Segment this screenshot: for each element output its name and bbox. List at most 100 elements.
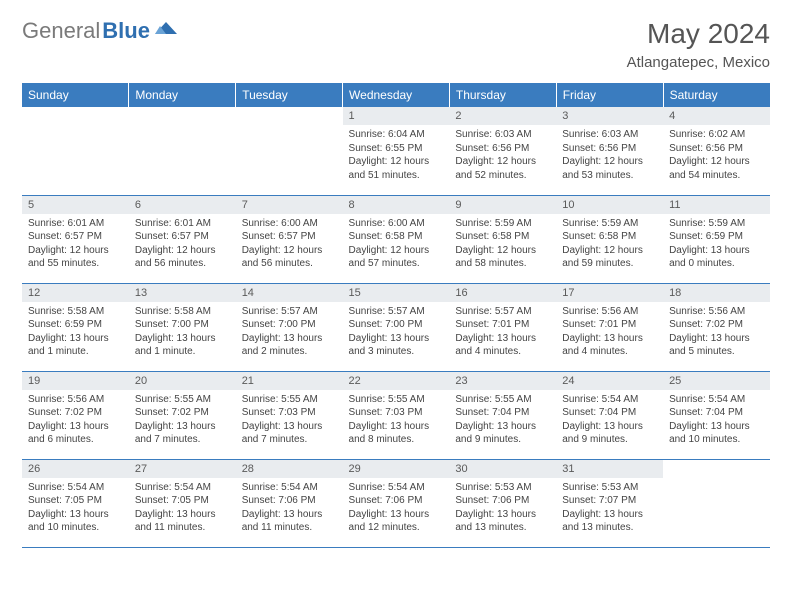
weekday-header: Thursday (449, 83, 556, 107)
calendar-row: 19Sunrise: 5:56 AMSunset: 7:02 PMDayligh… (22, 371, 770, 459)
day-number: 20 (129, 372, 236, 390)
day-content: Sunrise: 5:55 AMSunset: 7:04 PMDaylight:… (449, 390, 556, 451)
calendar-cell: 30Sunrise: 5:53 AMSunset: 7:06 PMDayligh… (449, 459, 556, 547)
day-content: Sunrise: 6:02 AMSunset: 6:56 PMDaylight:… (663, 125, 770, 186)
calendar-cell: 4Sunrise: 6:02 AMSunset: 6:56 PMDaylight… (663, 107, 770, 195)
calendar-cell: 27Sunrise: 5:54 AMSunset: 7:05 PMDayligh… (129, 459, 236, 547)
day-content: Sunrise: 6:01 AMSunset: 6:57 PMDaylight:… (22, 214, 129, 275)
day-content: Sunrise: 5:53 AMSunset: 7:06 PMDaylight:… (449, 478, 556, 539)
title-block: May 2024 Atlangatepec, Mexico (627, 18, 770, 71)
day-number: 12 (22, 284, 129, 302)
day-number: 17 (556, 284, 663, 302)
day-number: 3 (556, 107, 663, 125)
day-content: Sunrise: 5:53 AMSunset: 7:07 PMDaylight:… (556, 478, 663, 539)
day-number: 10 (556, 196, 663, 214)
calendar-page: General Blue May 2024 Atlangatepec, Mexi… (0, 0, 792, 558)
day-number: 29 (343, 460, 450, 478)
day-number: 25 (663, 372, 770, 390)
logo: General Blue (22, 18, 177, 44)
weekday-header: Friday (556, 83, 663, 107)
logo-text-gray: General (22, 18, 100, 44)
calendar-cell-empty (129, 107, 236, 195)
day-number: 31 (556, 460, 663, 478)
month-title: May 2024 (627, 18, 770, 50)
location: Atlangatepec, Mexico (627, 54, 770, 71)
calendar-cell: 10Sunrise: 5:59 AMSunset: 6:58 PMDayligh… (556, 195, 663, 283)
day-number: 7 (236, 196, 343, 214)
calendar-cell: 26Sunrise: 5:54 AMSunset: 7:05 PMDayligh… (22, 459, 129, 547)
calendar-cell-empty (22, 107, 129, 195)
day-content: Sunrise: 5:54 AMSunset: 7:04 PMDaylight:… (556, 390, 663, 451)
weekday-header: Saturday (663, 83, 770, 107)
day-number: 11 (663, 196, 770, 214)
calendar-cell: 7Sunrise: 6:00 AMSunset: 6:57 PMDaylight… (236, 195, 343, 283)
day-content: Sunrise: 6:01 AMSunset: 6:57 PMDaylight:… (129, 214, 236, 275)
weekday-header: Tuesday (236, 83, 343, 107)
logo-text-blue: Blue (102, 18, 150, 44)
calendar-cell: 24Sunrise: 5:54 AMSunset: 7:04 PMDayligh… (556, 371, 663, 459)
calendar-cell-empty (236, 107, 343, 195)
day-content: Sunrise: 5:55 AMSunset: 7:03 PMDaylight:… (236, 390, 343, 451)
calendar-row: 1Sunrise: 6:04 AMSunset: 6:55 PMDaylight… (22, 107, 770, 195)
calendar-body: 1Sunrise: 6:04 AMSunset: 6:55 PMDaylight… (22, 107, 770, 547)
weekday-header: Sunday (22, 83, 129, 107)
header: General Blue May 2024 Atlangatepec, Mexi… (22, 18, 770, 71)
calendar-cell: 3Sunrise: 6:03 AMSunset: 6:56 PMDaylight… (556, 107, 663, 195)
day-number: 6 (129, 196, 236, 214)
calendar-cell: 21Sunrise: 5:55 AMSunset: 7:03 PMDayligh… (236, 371, 343, 459)
day-content: Sunrise: 5:54 AMSunset: 7:06 PMDaylight:… (236, 478, 343, 539)
day-content: Sunrise: 5:54 AMSunset: 7:04 PMDaylight:… (663, 390, 770, 451)
day-number: 28 (236, 460, 343, 478)
day-number: 26 (22, 460, 129, 478)
day-number: 1 (343, 107, 450, 125)
calendar-cell: 14Sunrise: 5:57 AMSunset: 7:00 PMDayligh… (236, 283, 343, 371)
day-number: 9 (449, 196, 556, 214)
day-number: 22 (343, 372, 450, 390)
calendar-cell: 13Sunrise: 5:58 AMSunset: 7:00 PMDayligh… (129, 283, 236, 371)
day-number: 24 (556, 372, 663, 390)
day-content: Sunrise: 5:54 AMSunset: 7:06 PMDaylight:… (343, 478, 450, 539)
day-content: Sunrise: 5:55 AMSunset: 7:02 PMDaylight:… (129, 390, 236, 451)
calendar-cell: 11Sunrise: 5:59 AMSunset: 6:59 PMDayligh… (663, 195, 770, 283)
day-number: 30 (449, 460, 556, 478)
calendar-cell: 22Sunrise: 5:55 AMSunset: 7:03 PMDayligh… (343, 371, 450, 459)
calendar-cell: 16Sunrise: 5:57 AMSunset: 7:01 PMDayligh… (449, 283, 556, 371)
day-content: Sunrise: 5:57 AMSunset: 7:01 PMDaylight:… (449, 302, 556, 363)
calendar-cell: 19Sunrise: 5:56 AMSunset: 7:02 PMDayligh… (22, 371, 129, 459)
day-content: Sunrise: 5:59 AMSunset: 6:59 PMDaylight:… (663, 214, 770, 275)
day-content: Sunrise: 5:56 AMSunset: 7:01 PMDaylight:… (556, 302, 663, 363)
weekday-row: SundayMondayTuesdayWednesdayThursdayFrid… (22, 83, 770, 107)
day-number: 23 (449, 372, 556, 390)
day-number: 13 (129, 284, 236, 302)
calendar-cell-empty (663, 459, 770, 547)
calendar-cell: 1Sunrise: 6:04 AMSunset: 6:55 PMDaylight… (343, 107, 450, 195)
day-number: 2 (449, 107, 556, 125)
weekday-header: Monday (129, 83, 236, 107)
day-content: Sunrise: 6:04 AMSunset: 6:55 PMDaylight:… (343, 125, 450, 186)
day-number: 8 (343, 196, 450, 214)
calendar-row: 12Sunrise: 5:58 AMSunset: 6:59 PMDayligh… (22, 283, 770, 371)
calendar-cell: 2Sunrise: 6:03 AMSunset: 6:56 PMDaylight… (449, 107, 556, 195)
calendar-cell: 20Sunrise: 5:55 AMSunset: 7:02 PMDayligh… (129, 371, 236, 459)
day-number: 27 (129, 460, 236, 478)
day-content: Sunrise: 5:55 AMSunset: 7:03 PMDaylight:… (343, 390, 450, 451)
flag-icon (155, 20, 177, 43)
day-content: Sunrise: 5:59 AMSunset: 6:58 PMDaylight:… (449, 214, 556, 275)
calendar-cell: 5Sunrise: 6:01 AMSunset: 6:57 PMDaylight… (22, 195, 129, 283)
day-number: 5 (22, 196, 129, 214)
day-content: Sunrise: 6:00 AMSunset: 6:58 PMDaylight:… (343, 214, 450, 275)
day-content: Sunrise: 5:57 AMSunset: 7:00 PMDaylight:… (236, 302, 343, 363)
calendar-cell: 17Sunrise: 5:56 AMSunset: 7:01 PMDayligh… (556, 283, 663, 371)
calendar-row: 5Sunrise: 6:01 AMSunset: 6:57 PMDaylight… (22, 195, 770, 283)
calendar-cell: 29Sunrise: 5:54 AMSunset: 7:06 PMDayligh… (343, 459, 450, 547)
calendar-cell: 23Sunrise: 5:55 AMSunset: 7:04 PMDayligh… (449, 371, 556, 459)
day-number: 15 (343, 284, 450, 302)
day-content: Sunrise: 5:58 AMSunset: 7:00 PMDaylight:… (129, 302, 236, 363)
calendar-cell: 31Sunrise: 5:53 AMSunset: 7:07 PMDayligh… (556, 459, 663, 547)
calendar-cell: 9Sunrise: 5:59 AMSunset: 6:58 PMDaylight… (449, 195, 556, 283)
day-number: 21 (236, 372, 343, 390)
calendar-cell: 12Sunrise: 5:58 AMSunset: 6:59 PMDayligh… (22, 283, 129, 371)
day-number: 18 (663, 284, 770, 302)
calendar-cell: 15Sunrise: 5:57 AMSunset: 7:00 PMDayligh… (343, 283, 450, 371)
day-content: Sunrise: 5:59 AMSunset: 6:58 PMDaylight:… (556, 214, 663, 275)
